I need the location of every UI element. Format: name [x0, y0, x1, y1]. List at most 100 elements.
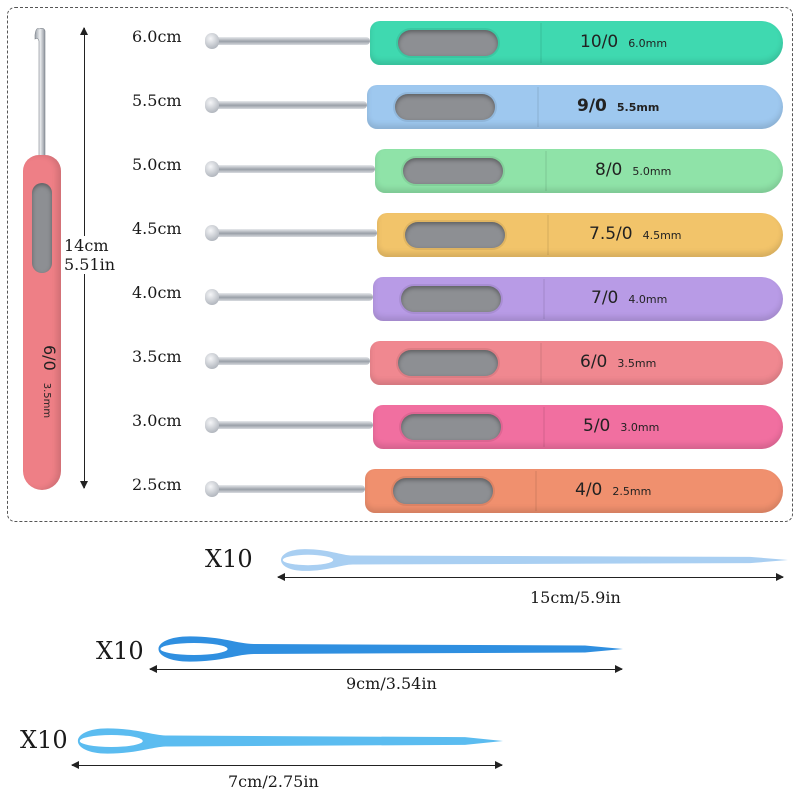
hook-size: 10/0: [580, 32, 619, 52]
hook-grip: [398, 30, 498, 56]
hook-tip-icon: [205, 225, 219, 241]
hook-grip: [398, 350, 498, 376]
hook-handle-seam: [547, 215, 549, 255]
hook-size: 4/0: [575, 480, 603, 500]
hook-handle: 7.5/0 4.5mm: [377, 213, 783, 257]
hook-size: 9/0: [577, 96, 607, 116]
hook-grip: [403, 158, 503, 184]
hook-size: 7/0: [591, 288, 619, 308]
hook-shaft: [211, 421, 373, 429]
needle-3-quantity: X10: [20, 726, 68, 754]
hook-handle-seam: [540, 23, 542, 63]
hook-tip-icon: [205, 353, 219, 369]
needle-2-length-arrow: [149, 665, 623, 673]
needle-3-length-arrow: [71, 761, 503, 769]
hook-grip: [393, 478, 493, 504]
hook-shaft: [211, 101, 367, 109]
hook-shaft: [211, 165, 375, 173]
hook-handle-text: 8/0 5.0mm: [595, 160, 671, 180]
hook-handle-text: 10/0 6.0mm: [580, 32, 667, 52]
needle-body: [281, 549, 788, 571]
hook-handle-seam: [543, 279, 545, 319]
hook-handle-text: 7/0 4.0mm: [591, 288, 667, 308]
hero-length-caption: 14cm 5.51in: [64, 236, 116, 274]
hook-tip-icon: [205, 417, 219, 433]
hook-grip: [395, 94, 495, 120]
hook-size-label: 5.5cm: [132, 91, 182, 110]
hook-tip-icon: [205, 289, 219, 305]
hook-mm: 4.5mm: [642, 229, 682, 242]
hook-handle: 7/0 4.0mm: [373, 277, 783, 321]
crochet-hook: 7.5/0 4.5mm: [205, 209, 785, 259]
crochet-hook: 7/0 4.0mm: [205, 273, 785, 323]
crochet-hook: 4/0 2.5mm: [205, 465, 785, 515]
hook-handle-text: 5/0 3.0mm: [583, 416, 659, 436]
hook-mm: 5.0mm: [632, 165, 672, 178]
hook-handle-seam: [543, 407, 545, 447]
hook-grip: [401, 414, 501, 440]
hook-handle-text: 6/0 3.5mm: [580, 352, 656, 372]
hook-size-label: 3.5cm: [132, 347, 182, 366]
hook-size: 8/0: [595, 160, 623, 180]
hook-shaft: [211, 485, 365, 493]
needle-2-quantity: X10: [96, 637, 144, 665]
hero-length-in: 5.51in: [64, 255, 116, 274]
hook-size-label: 6.0cm: [132, 27, 182, 46]
hook-grip: [401, 286, 501, 312]
hook-shaft: [211, 357, 370, 365]
hero-hook-size: 6/0: [40, 345, 59, 371]
hero-hook: 6/0 3.5mm: [22, 25, 62, 495]
hook-shaft: [211, 293, 373, 301]
hook-handle-seam: [535, 471, 537, 511]
hook-handle-seam: [540, 343, 542, 383]
hero-hook-shaft-icon: [34, 28, 46, 161]
hook-handle-text: 9/0 5.5mm: [577, 96, 659, 116]
hook-size-label: 5.0cm: [132, 155, 182, 174]
hook-size-label: 2.5cm: [132, 475, 182, 494]
needle-1-quantity: X10: [205, 545, 253, 573]
hook-size: 6/0: [580, 352, 608, 372]
hook-handle-text: 4/0 2.5mm: [575, 480, 651, 500]
hero-hook-grip: [32, 183, 52, 273]
hook-tip-icon: [205, 161, 219, 177]
crochet-hook: 6/0 3.5mm: [205, 337, 785, 387]
crochet-hook: 8/0 5.0mm: [205, 145, 785, 195]
hook-tip-icon: [205, 481, 219, 497]
hero-hook-text: 6/0 3.5mm: [40, 345, 59, 545]
hook-size-label: 3.0cm: [132, 411, 182, 430]
crochet-hook: 10/0 6.0mm: [205, 17, 785, 67]
hook-tip-icon: [205, 97, 219, 113]
hero-hook-handle: 6/0 3.5mm: [23, 155, 61, 490]
hook-set-panel: [7, 7, 793, 522]
hook-handle: 6/0 3.5mm: [370, 341, 783, 385]
needle-3-length: 7cm/2.75in: [228, 772, 319, 791]
hook-grip: [405, 222, 505, 248]
hook-mm: 3.5mm: [617, 357, 657, 370]
hook-size-label: 4.0cm: [132, 283, 182, 302]
needle-eye: [79, 735, 143, 747]
needle-1-length: 15cm/5.9in: [530, 588, 621, 607]
hook-mm: 5.5mm: [616, 101, 660, 114]
hook-mm: 4.0mm: [628, 293, 668, 306]
hero-length-cm: 14cm: [64, 236, 109, 255]
hook-handle-seam: [537, 87, 539, 127]
needle-2-icon: [158, 636, 623, 662]
hero-hook-mm: 3.5mm: [41, 382, 52, 419]
hook-mm: 2.5mm: [612, 485, 652, 498]
needle-1-icon: [281, 549, 788, 571]
hook-handle: 5/0 3.0mm: [373, 405, 783, 449]
hook-handle: 4/0 2.5mm: [365, 469, 783, 513]
crochet-hook: 5/0 3.0mm: [205, 401, 785, 451]
hook-handle: 8/0 5.0mm: [375, 149, 783, 193]
hook-tip-icon: [205, 33, 219, 49]
needle-body: [158, 636, 623, 662]
hook-handle: 9/0 5.5mm: [367, 85, 783, 129]
hook-mm: 3.0mm: [620, 421, 660, 434]
hook-size: 5/0: [583, 416, 611, 436]
hook-mm: 6.0mm: [628, 37, 668, 50]
needle-1-length-arrow: [277, 573, 784, 581]
hook-handle-text: 7.5/0 4.5mm: [589, 224, 682, 244]
needle-eye: [160, 643, 228, 655]
hook-size-label: 4.5cm: [132, 219, 182, 238]
hook-size: 7.5/0: [589, 224, 633, 244]
